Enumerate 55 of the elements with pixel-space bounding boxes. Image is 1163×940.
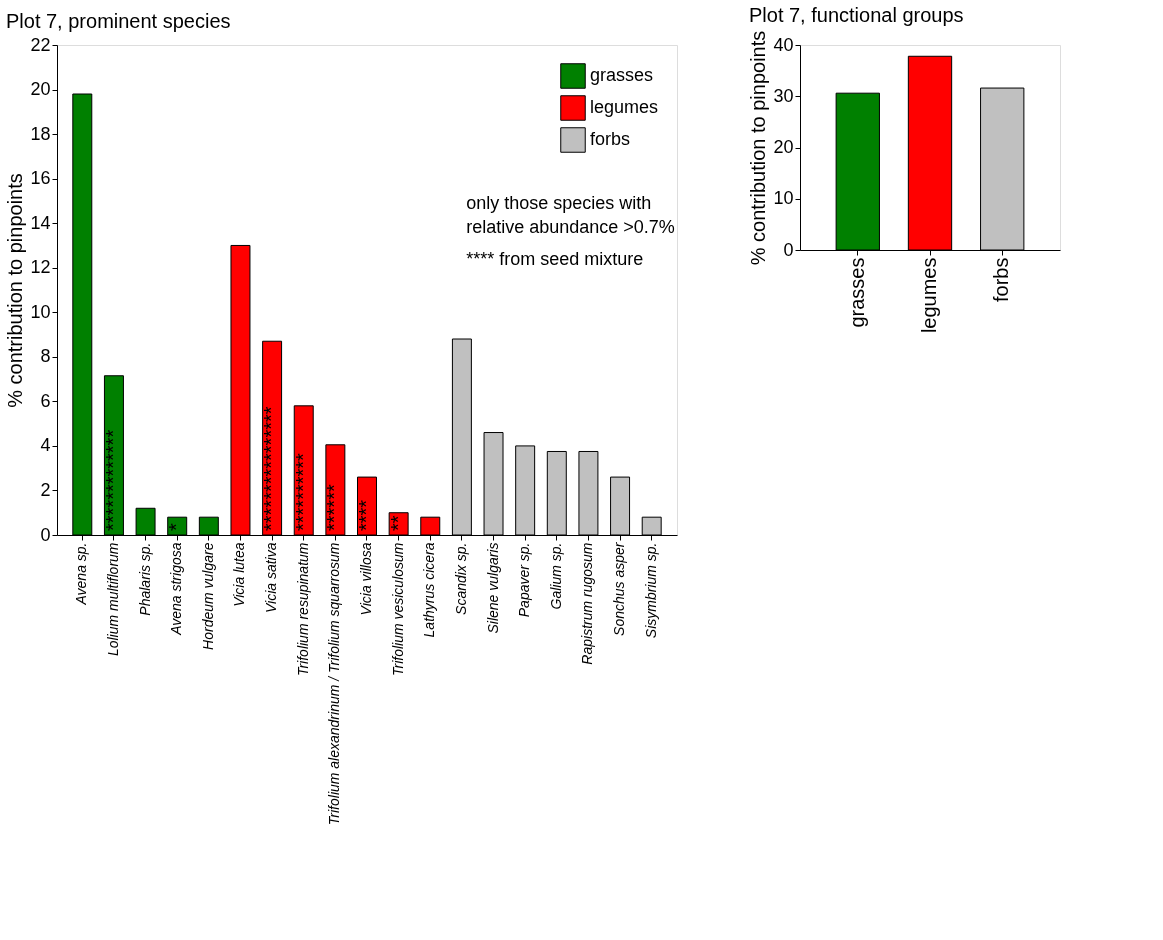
x-tick-label: Vicia lutea bbox=[231, 542, 248, 607]
y-tick-label: 12 bbox=[30, 257, 51, 278]
x-tick-label: Sisymbrium sp. bbox=[642, 542, 659, 639]
data-label: ** bbox=[386, 515, 409, 531]
y-tick-label: 10 bbox=[30, 301, 51, 322]
data-label: **************** bbox=[260, 406, 283, 531]
x-tick-label: Vicia sativa bbox=[263, 542, 280, 614]
x-tick-label: Papaver sp. bbox=[516, 542, 533, 618]
legend-label: grasses bbox=[590, 65, 654, 85]
annotation: **** from seed mixture bbox=[466, 249, 644, 269]
data-label: ****** bbox=[323, 484, 346, 531]
y-tick-label: 30 bbox=[773, 85, 794, 106]
x-tick-label: Avena strigosa bbox=[168, 542, 185, 636]
data-label: ********** bbox=[291, 452, 314, 531]
x-tick-label: Lolium multiflorum bbox=[104, 542, 121, 657]
data-label: ************* bbox=[101, 429, 124, 531]
x-tick-label: Avena sp. bbox=[73, 542, 90, 606]
y-axis-title: % contribution to pinpoints bbox=[4, 173, 27, 408]
y-tick-label: 0 bbox=[783, 239, 794, 260]
x-tick-label: legumes bbox=[918, 257, 940, 334]
x-tick-label: Trifolium alexandrinum / Trifolium squarrosum bbox=[326, 542, 343, 826]
legend-label: forbs bbox=[590, 129, 631, 149]
x-tick-label: forbs bbox=[990, 257, 1013, 302]
x-tick-label: Galium sp. bbox=[547, 542, 564, 610]
x-tick-label: Hordeum vulgare bbox=[199, 542, 216, 650]
y-tick-label: 22 bbox=[30, 34, 51, 55]
chart-title: Plot 7, functional groups bbox=[748, 4, 964, 27]
y-tick-label: 4 bbox=[40, 435, 51, 456]
x-tick-label: Sonchus asper bbox=[611, 541, 628, 636]
x-tick-label: Rapistrum rugosum bbox=[579, 542, 596, 665]
y-tick-label: 40 bbox=[773, 34, 794, 55]
x-tick-label: Phalaris sp. bbox=[136, 542, 153, 616]
data-label: * bbox=[165, 523, 188, 531]
y-tick-label: 6 bbox=[40, 390, 51, 411]
data-label: **** bbox=[355, 499, 377, 531]
x-tick-label: Scandix sp. bbox=[452, 542, 469, 615]
y-tick-label: 0 bbox=[40, 524, 51, 545]
x-tick-label: Vicia villosa bbox=[358, 542, 374, 616]
y-axis-title: % contribution to pinpoints bbox=[747, 30, 770, 266]
y-tick-label: 16 bbox=[30, 168, 51, 189]
y-tick-label: 20 bbox=[30, 79, 51, 100]
y-tick-label: 8 bbox=[40, 346, 51, 367]
y-tick-label: 10 bbox=[773, 188, 794, 209]
y-tick-label: 20 bbox=[773, 137, 794, 157]
legend-label: legumes bbox=[590, 97, 659, 117]
x-tick-label: grasses bbox=[845, 257, 868, 328]
x-tick-label: Lathyrus cicera bbox=[421, 542, 438, 638]
x-tick-label: Silene vulgaris bbox=[484, 542, 501, 634]
chart-title: Plot 7, prominent species bbox=[5, 10, 231, 32]
y-tick-label: 14 bbox=[30, 212, 51, 233]
annotation: only those species with relative abundance >0.7% bbox=[466, 193, 675, 237]
y-tick-label: 18 bbox=[30, 123, 51, 144]
x-tick-label: Trifolium resupinatum bbox=[294, 542, 311, 677]
x-tick-label: Trifolium vesiculosum bbox=[389, 542, 406, 677]
y-tick-label: 2 bbox=[40, 479, 51, 500]
